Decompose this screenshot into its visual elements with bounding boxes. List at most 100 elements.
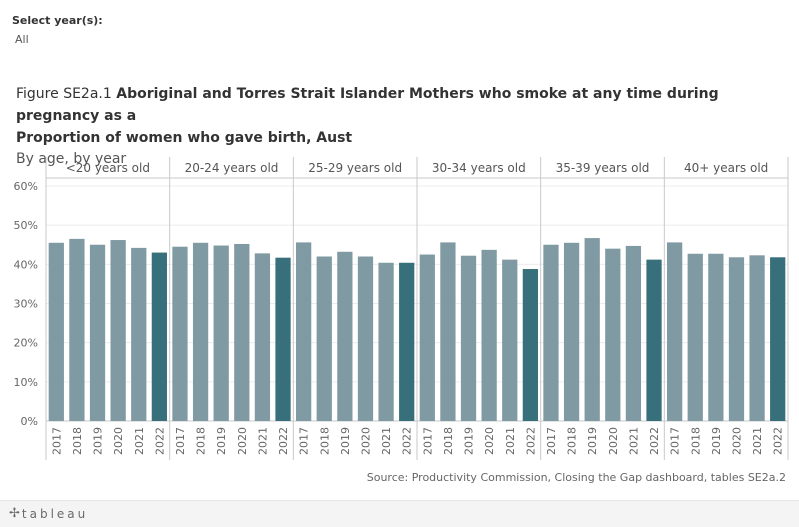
year-filter[interactable]: Select year(s): All [12, 14, 103, 46]
x-tick-label: 2017 [421, 427, 434, 455]
bar [337, 251, 353, 421]
bar [131, 247, 147, 421]
panel-header-label: 20-24 years old [185, 161, 279, 175]
bar [708, 253, 724, 421]
x-tick-label: 2019 [463, 427, 476, 455]
bar [605, 248, 621, 421]
panel-header-label: 30-34 years old [432, 161, 526, 175]
bar [563, 242, 580, 421]
y-tick-label: 10% [14, 376, 38, 389]
x-tick-label: 2020 [236, 427, 249, 455]
x-tick-label: 2022 [648, 427, 661, 455]
bar [460, 255, 477, 421]
tableau-logo-text: tableau [21, 506, 89, 521]
x-tick-label: 2019 [92, 427, 105, 455]
bar [440, 242, 456, 421]
x-tick-label: 2021 [133, 427, 146, 455]
bar [110, 240, 126, 421]
source-note: Source: Productivity Commission, Closing… [366, 471, 786, 484]
bar [69, 238, 85, 421]
x-tick-label: 2018 [71, 427, 84, 455]
bar [296, 242, 312, 421]
bar [89, 244, 106, 421]
figure-number: Figure SE2a.1 [16, 86, 112, 102]
x-tick-label: 2018 [566, 427, 579, 455]
y-tick-label: 0% [21, 415, 38, 428]
panel-header-label: 25-29 years old [308, 161, 402, 175]
filter-value[interactable]: All [15, 33, 29, 46]
tableau-plus-icon: ✢ [9, 506, 20, 521]
x-tick-label: 2021 [627, 427, 640, 455]
x-tick-label: 2021 [504, 427, 517, 455]
x-tick-label: 2017 [174, 427, 187, 455]
x-tick-label: 2019 [710, 427, 723, 455]
bar [151, 252, 167, 421]
x-tick-label: 2018 [318, 427, 331, 455]
y-tick-label: 30% [14, 298, 38, 311]
x-tick-label: 2019 [215, 427, 228, 455]
bar [584, 238, 600, 421]
bar [625, 245, 642, 421]
bar [687, 253, 703, 421]
y-tick-label: 20% [14, 337, 38, 350]
panel-header-label: <20 years old [66, 161, 150, 175]
chart-subtitle: By age, by year [16, 151, 127, 167]
x-tick-label: 2021 [380, 427, 393, 455]
x-tick-label: 2018 [195, 427, 208, 455]
x-tick-label: 2019 [339, 427, 352, 455]
x-tick-label: 2019 [586, 427, 599, 455]
x-tick-label: 2017 [50, 427, 63, 455]
x-tick-label: 2020 [730, 427, 743, 455]
bar [667, 242, 683, 421]
filter-label: Select year(s): [12, 14, 103, 27]
x-tick-label: 2018 [442, 427, 455, 455]
bar [646, 259, 662, 421]
bar [749, 255, 765, 421]
bar [481, 249, 497, 421]
panel-header-label: 40+ years old [684, 161, 768, 175]
bar [357, 256, 374, 421]
bar [254, 253, 271, 421]
x-tick-label: 2017 [669, 427, 682, 455]
bar [543, 244, 559, 421]
bar [275, 257, 291, 421]
chart-title-block: Figure SE2a.1 Aboriginal and Torres Stra… [16, 83, 786, 169]
y-tick-label: 60% [14, 180, 38, 193]
bar [399, 262, 415, 421]
tableau-footer: ✢ tableau [0, 500, 799, 527]
x-tick-label: 2017 [298, 427, 311, 455]
title-line-2: Proportion of women who gave birth, Aust [16, 130, 353, 146]
bar [316, 256, 332, 421]
bar [502, 259, 518, 421]
bar [419, 254, 435, 421]
bar [172, 246, 188, 421]
x-tick-label: 2022 [277, 427, 290, 455]
x-tick-label: 2020 [359, 427, 372, 455]
x-tick-label: 2020 [607, 427, 620, 455]
x-tick-label: 2021 [256, 427, 269, 455]
x-tick-label: 2022 [772, 427, 785, 455]
x-tick-label: 2018 [689, 427, 702, 455]
tableau-logo[interactable]: ✢ tableau [9, 506, 88, 521]
chart-title: Figure SE2a.1 Aboriginal and Torres Stra… [16, 83, 786, 127]
bar-chart: 60% 50% 40% 30% 20% 10% 0% <20 years old 2017 201… [14, 157, 789, 460]
panel-header-label: 35-39 years old [556, 161, 650, 175]
y-tick-label: 50% [14, 219, 38, 232]
x-tick-label: 2017 [545, 427, 558, 455]
x-tick-label: 2021 [751, 427, 764, 455]
x-tick-label: 2022 [153, 427, 166, 455]
bar [522, 269, 538, 421]
bar [192, 242, 209, 421]
bar [213, 245, 229, 421]
y-tick-label: 40% [14, 258, 38, 271]
x-tick-label: 2022 [401, 427, 414, 455]
bar [48, 242, 64, 421]
x-tick-label: 2020 [112, 427, 125, 455]
bar [234, 243, 250, 421]
x-tick-label: 2022 [524, 427, 537, 455]
x-tick-label: 2020 [483, 427, 496, 455]
bar [378, 262, 394, 421]
bar [770, 257, 786, 421]
bar [728, 257, 745, 421]
title-line-1: Aboriginal and Torres Strait Islander Mo… [16, 86, 719, 124]
